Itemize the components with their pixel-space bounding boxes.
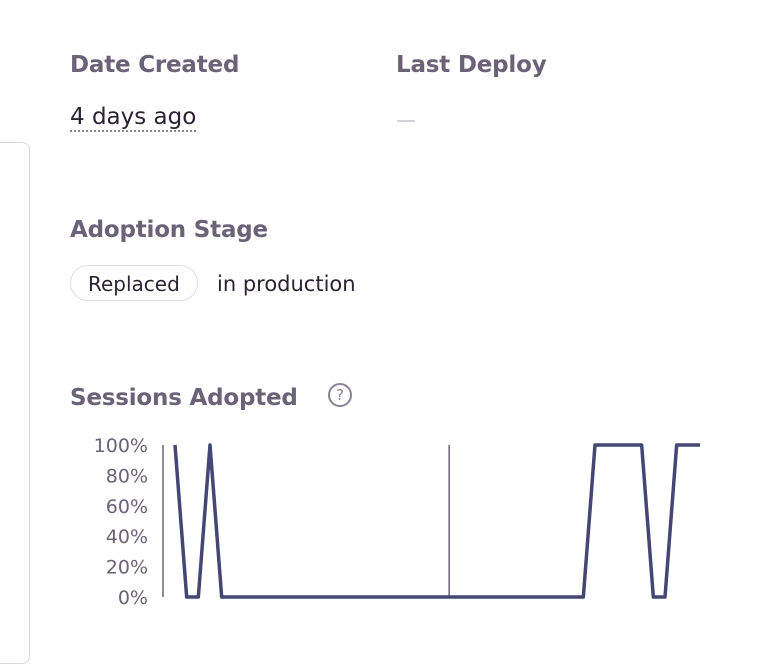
left-panel — [0, 142, 30, 664]
adoption-stage-tag[interactable]: Replaced — [70, 265, 198, 301]
y-tick-label: 20% — [106, 557, 148, 579]
date-created-label: Date Created — [70, 52, 240, 78]
last-deploy-empty — [397, 120, 415, 122]
sessions-adopted-chart: 100% 80% 60% 40% 20% 0% — [94, 435, 700, 609]
last-deploy-label: Last Deploy — [396, 52, 547, 78]
sessions-adopted-label: Sessions Adopted — [70, 385, 298, 411]
date-created-value[interactable]: 4 days ago — [70, 104, 197, 132]
y-tick-label: 60% — [106, 496, 148, 518]
sessions-adopted-series-line — [173, 443, 700, 599]
y-tick-label: 40% — [106, 526, 148, 548]
adoption-stage-label: Adoption Stage — [70, 217, 268, 243]
adoption-stage-environment: in production — [217, 272, 356, 296]
y-tick-label: 80% — [106, 465, 148, 487]
y-tick-label: 100% — [94, 435, 148, 457]
question-circle-icon[interactable]: ? — [328, 383, 352, 407]
y-tick-label: 0% — [118, 587, 148, 609]
